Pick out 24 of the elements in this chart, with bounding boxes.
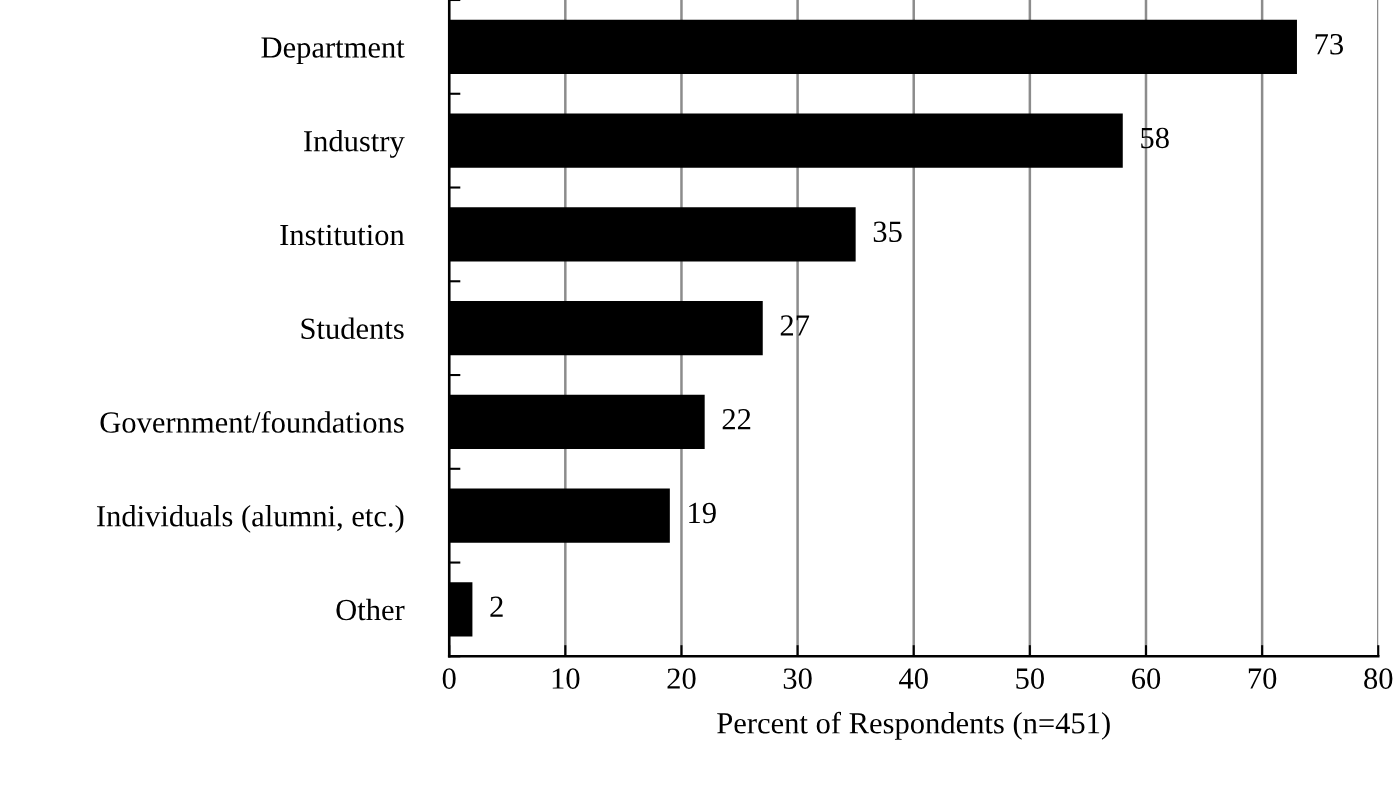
y-tick-label: Department: [261, 37, 405, 64]
data-label: 19: [689, 502, 716, 524]
data-label: 73: [1315, 33, 1343, 55]
y-tick-label: Industry: [304, 130, 405, 158]
x-tick-label: 50: [1016, 668, 1044, 689]
x-tick-label: 10: [552, 668, 580, 689]
x-tick-label: 20: [667, 668, 696, 689]
data-label: 58: [1141, 127, 1169, 149]
data-label: 2: [490, 596, 503, 617]
y-tick-label: Individuals (alumni, etc.): [96, 505, 404, 533]
x-tick-label: 0: [442, 668, 456, 689]
y-tick-label: Students: [301, 317, 404, 340]
data-label: 22: [722, 409, 751, 430]
y-tick-label: Government/foundations: [100, 411, 404, 433]
x-tick-label: 40: [899, 668, 928, 689]
y-tick-label: Institution: [280, 224, 405, 246]
y-tick-label: Other: [336, 598, 405, 621]
x-tick-label: 70: [1248, 668, 1277, 689]
data-label: 35: [873, 221, 902, 243]
data-label: 27: [780, 315, 810, 336]
x-axis-title: Percent of Respondents (n=451): [717, 711, 1110, 740]
x-tick-label: 60: [1132, 668, 1161, 689]
x-tick-label: 30: [783, 668, 812, 689]
x-tick-label: 80: [1364, 668, 1393, 689]
